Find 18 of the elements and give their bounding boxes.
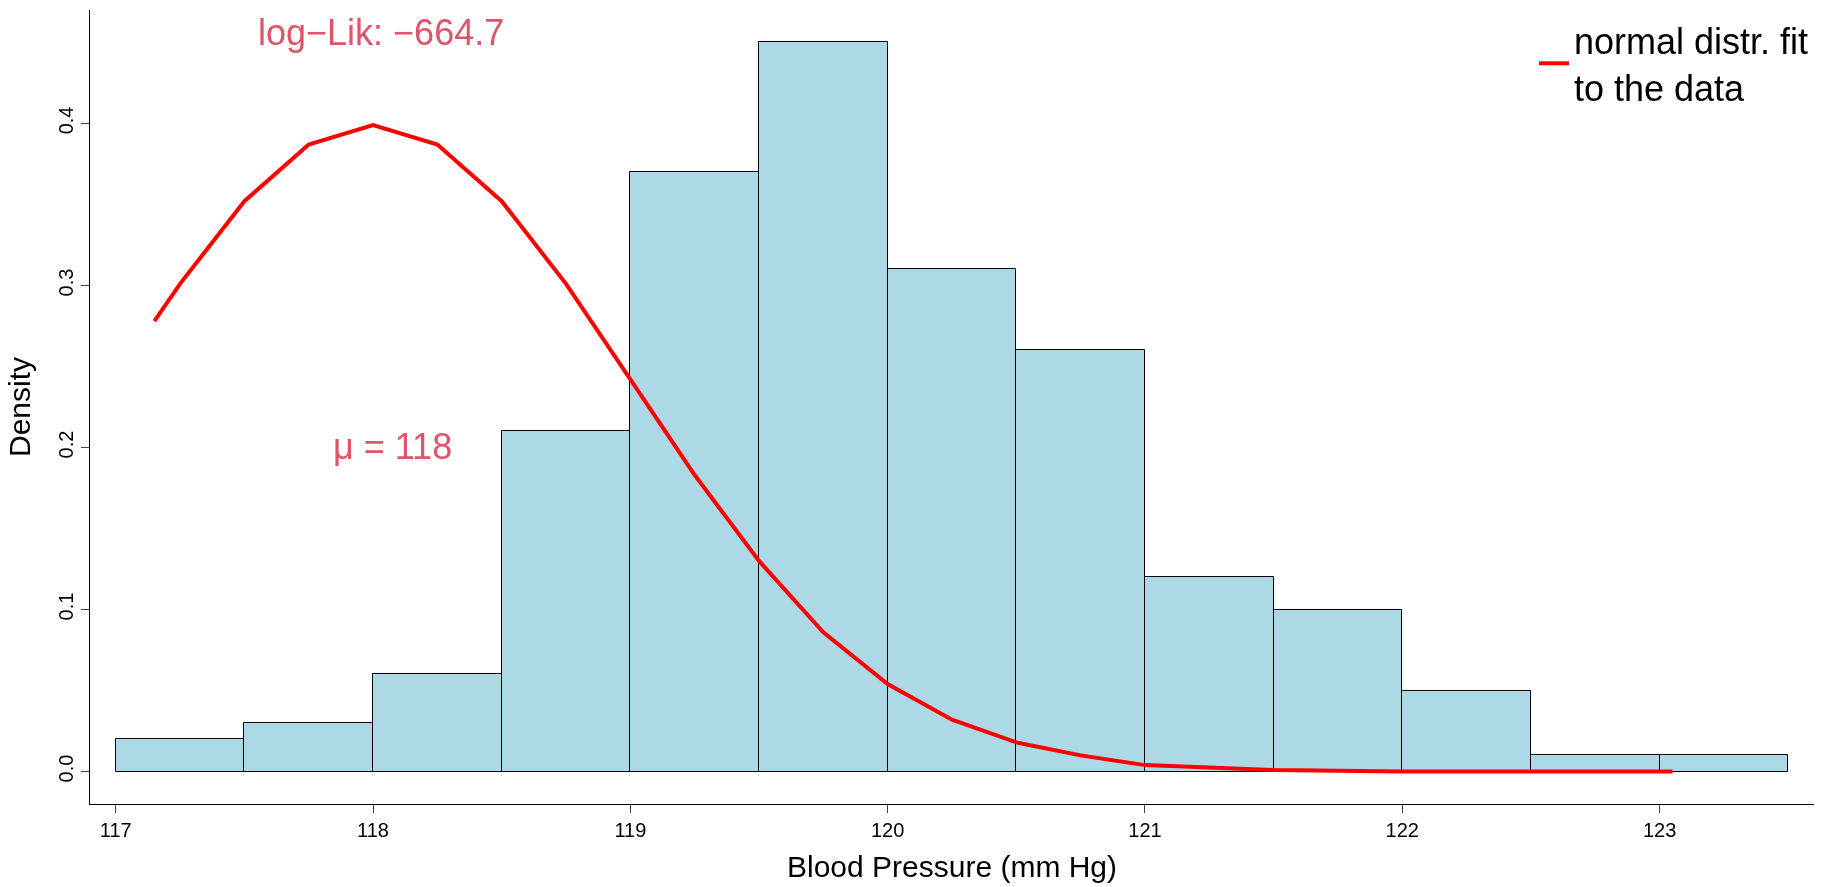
y-tick-label: 0.4 xyxy=(55,106,77,135)
x-tick-label: 122 xyxy=(1385,819,1419,841)
y-tick-label: 0.0 xyxy=(55,754,77,783)
x-tick-label: 123 xyxy=(1642,819,1677,841)
y-tick-label: 0.2 xyxy=(55,430,77,459)
legend-label: normal distr. fit to the data xyxy=(1574,20,1809,109)
line-series xyxy=(152,123,1675,774)
y-tick-label: 0.1 xyxy=(55,592,77,621)
x-tick-label: 117 xyxy=(99,819,132,841)
x-tick-label: 120 xyxy=(870,819,905,841)
x-axis-title: Blood Pressure (mm Hg) xyxy=(786,849,1118,883)
x-tick-label: 118 xyxy=(357,819,389,841)
x-tick-label: 119 xyxy=(614,819,647,841)
x-tick-label: 121 xyxy=(1128,819,1162,841)
annotation: log−Lik: −664.7 xyxy=(258,12,505,53)
y-tick-label: 0.3 xyxy=(55,268,77,297)
y-axis-title: Density xyxy=(3,356,36,458)
annotation: μ = 118 xyxy=(333,426,453,467)
